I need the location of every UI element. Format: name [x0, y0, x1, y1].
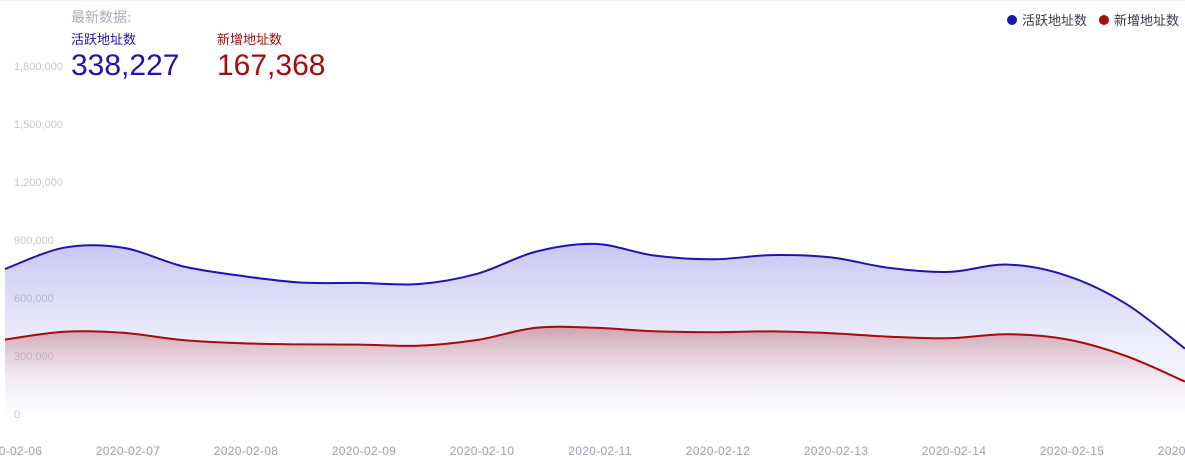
top-divider: [0, 0, 1185, 1]
latest-data-label: 最新数据:: [71, 10, 132, 26]
x-tick-label: 2020-02-10: [450, 444, 514, 458]
legend-item-active[interactable]: 活跃地址数: [1006, 10, 1087, 29]
x-tick-label: 2020-02-06: [0, 444, 42, 458]
active-addresses-value: 338,227: [71, 49, 180, 82]
y-tick-label: 0: [14, 409, 20, 421]
x-tick-label: 2020-02-13: [804, 444, 868, 458]
new-addresses-metric: 新增地址数 167,368: [217, 33, 325, 82]
legend-label-new: 新增地址数: [1113, 14, 1179, 29]
x-tick-label: 2020-02-09: [332, 444, 396, 458]
new-addresses-label: 新增地址数: [217, 33, 283, 48]
new-addresses-value: 167,368: [217, 49, 326, 82]
y-tick-label: 1,800,000: [14, 61, 63, 73]
x-tick-label: 2020-02-08: [214, 444, 278, 458]
series-layer: [4, 242, 1185, 414]
series-area-new: [5, 326, 1185, 414]
y-tick-label: 1,500,000: [14, 119, 63, 131]
x-tick-label: 2020-02-16: [1158, 444, 1185, 458]
chart-legend: 活跃地址数 新增地址数: [1006, 10, 1179, 29]
x-tick-label: 2020-02-15: [1040, 444, 1104, 458]
y-tick-label: 1,200,000: [14, 177, 63, 189]
legend-label-active: 活跃地址数: [1021, 14, 1087, 29]
series-line-active[interactable]: [4, 242, 1185, 350]
x-tick-label: 2020-02-07: [96, 444, 160, 458]
x-tick-label: 2020-02-14: [922, 444, 986, 458]
x-tick-label: 2020-02-11: [568, 444, 632, 458]
active-addresses-metric: 活跃地址数 338,227: [71, 33, 179, 82]
x-tick-label: 2020-02-12: [686, 444, 750, 458]
legend-dot-new: [1098, 14, 1109, 25]
series-line-new[interactable]: [4, 325, 1185, 383]
y-tick-label: 900,000: [14, 235, 54, 247]
legend-dot-active: [1006, 14, 1017, 25]
x-axis: 2020-02-06 2020-02-07 2020-02-08 2020-02-09…: [0, 444, 1185, 458]
legend-item-new[interactable]: 新增地址数: [1098, 10, 1179, 29]
active-addresses-label: 活跃地址数: [71, 33, 137, 48]
